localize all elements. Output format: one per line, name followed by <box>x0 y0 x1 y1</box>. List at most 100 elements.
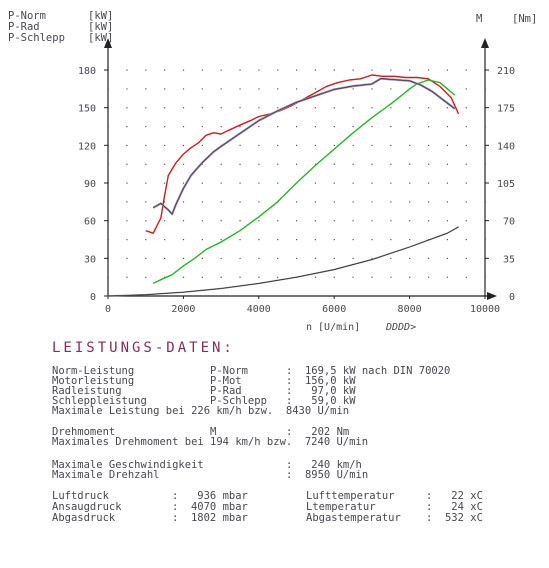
grid-dot <box>446 276 448 278</box>
grid-dot <box>314 257 317 260</box>
grid-dot <box>145 239 147 241</box>
grid-dot <box>352 239 354 241</box>
grid-dot <box>277 144 279 147</box>
perf-row-rad: Radleistung P-Rad : 97,0 kW <box>52 386 356 430</box>
ambient-label-2: Abgastemperatur <box>306 512 401 524</box>
x-axis-arrow <box>487 292 497 300</box>
grid-dot <box>126 239 128 241</box>
grid-dot <box>427 163 430 165</box>
x-axis-label: n [U/min] <box>306 322 360 333</box>
grid-dot <box>333 276 335 278</box>
grid-dot <box>258 201 260 203</box>
grid-dot <box>296 257 298 260</box>
grid-dot <box>427 182 430 184</box>
grid-dot <box>409 182 411 184</box>
grid-dot <box>201 276 203 278</box>
grid-dot <box>239 88 241 90</box>
grid-dot <box>220 201 222 203</box>
x-tick-label: 8000 <box>398 304 422 315</box>
grid-dot <box>465 182 467 184</box>
grid-dot <box>446 107 448 109</box>
speed-value: : 240 km/h <box>286 459 362 471</box>
ambient-value-2: : 22 xC <box>426 490 483 502</box>
grid-dot <box>145 69 147 71</box>
grid-dot <box>182 220 185 222</box>
grid-dot <box>277 276 279 278</box>
grid-dot <box>164 163 166 165</box>
grid-dot <box>371 107 373 109</box>
y-left-tick-label: 0 <box>90 292 96 303</box>
ambient-value: : 4070 mbar <box>172 501 248 513</box>
grid-dot <box>296 220 298 222</box>
grid-dot <box>446 126 448 128</box>
grid-dot <box>126 69 128 71</box>
grid-dot <box>352 276 354 278</box>
section-title: LEISTUNGS-DATEN: <box>52 340 235 356</box>
grid-dot <box>465 220 467 222</box>
grid-dot <box>390 69 392 71</box>
grid-dot <box>427 69 430 71</box>
grid-dot <box>126 107 128 109</box>
y-right-tick-label: 105 <box>497 179 515 190</box>
grid-dot <box>182 163 185 165</box>
grid-dot <box>371 220 373 222</box>
grid-dot <box>352 126 354 128</box>
speed-value: : 8950 U/min <box>286 469 369 481</box>
grid-dot <box>446 182 448 184</box>
grid-dot <box>390 88 392 90</box>
grid-dot <box>446 201 448 203</box>
grid-dot <box>201 220 203 222</box>
grid-dot <box>390 144 392 147</box>
grid-dot <box>465 126 467 128</box>
grid-dot <box>201 88 203 90</box>
grid-dot <box>390 257 392 260</box>
grid-dot <box>465 276 467 278</box>
grid-dot <box>239 201 241 203</box>
grid-dot <box>220 220 222 222</box>
y-right-tick-label: 0 <box>509 292 515 303</box>
grid-dot <box>126 182 128 184</box>
grid-dot <box>145 220 147 222</box>
grid-dot <box>314 239 317 241</box>
grid-dot <box>164 144 166 147</box>
grid-dot <box>296 126 298 128</box>
grid-dot <box>258 69 260 71</box>
grid-dot <box>239 257 241 260</box>
series-p-schlepp <box>107 226 459 297</box>
grid-dot <box>145 144 147 147</box>
grid-dot <box>258 182 260 184</box>
perf-row-schlepp: Schleppleistung P-Schlepp : 59,0 kW <box>52 396 356 440</box>
grid-dot <box>182 239 185 241</box>
grid-dot <box>352 182 354 184</box>
y-left-tick-label: 90 <box>84 179 96 190</box>
grid-dot <box>164 182 166 184</box>
legend-p-norm-label: P-Norm <box>8 10 46 22</box>
grid-dot <box>182 257 185 260</box>
max-power-line: Maximale Leistung bei 226 km/h bzw. 8430… <box>52 405 350 417</box>
grid-dot <box>201 163 203 165</box>
grid-dot <box>258 144 260 147</box>
grid-dot <box>164 107 166 109</box>
grid-dot <box>277 220 279 222</box>
grid-dot <box>446 257 448 260</box>
grid-dot <box>296 88 298 90</box>
grid-dot <box>371 257 373 260</box>
grid-dot <box>164 239 166 241</box>
grid-dot <box>333 257 335 260</box>
grid-dot <box>220 163 222 165</box>
ambient-label-2: Lufttemperatur <box>306 490 395 502</box>
speed-label: Maximale Drehzahl <box>52 469 160 481</box>
grid-dot <box>333 220 335 222</box>
grid-dot <box>465 69 467 71</box>
grid-dot <box>182 182 185 184</box>
grid-dot <box>465 163 467 165</box>
grid-dot <box>333 69 335 71</box>
grid-dot <box>371 276 373 278</box>
y-left-tick-label: 30 <box>84 254 96 265</box>
grid-dot <box>314 163 317 165</box>
grid-dot <box>390 107 392 109</box>
grid-dot <box>446 163 448 165</box>
grid-dot <box>145 126 147 128</box>
x-tick-label: 6000 <box>322 304 346 315</box>
grid-dot <box>390 182 392 184</box>
